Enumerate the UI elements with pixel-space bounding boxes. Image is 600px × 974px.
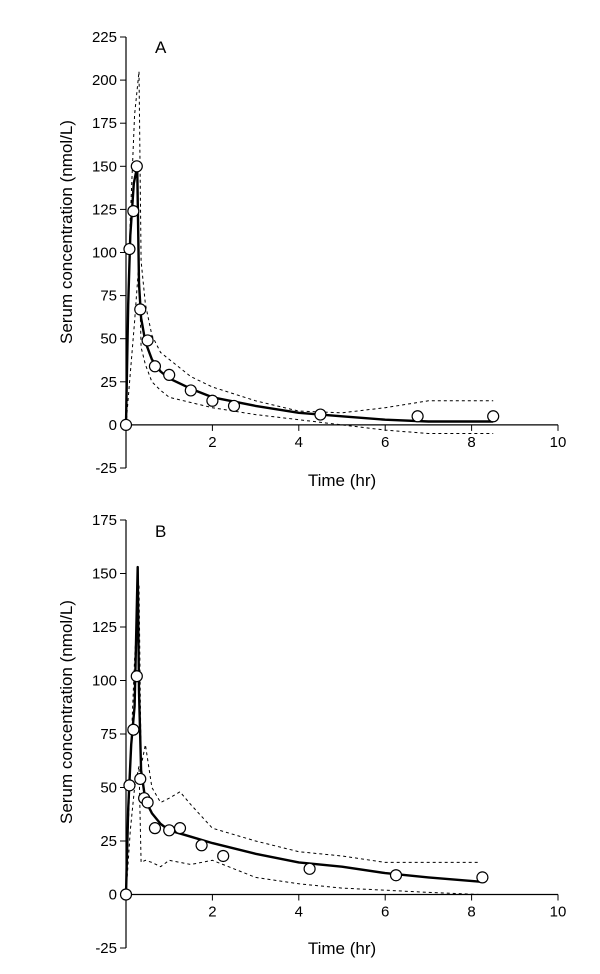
observed-point bbox=[206, 394, 219, 407]
x-tick-label: 6 bbox=[381, 434, 389, 451]
x-tick-label: 2 bbox=[208, 904, 216, 921]
observed-point bbox=[163, 368, 176, 382]
y-axis-title-group: Serum concentration (nmol/L) bbox=[57, 120, 76, 344]
panel-label: A bbox=[155, 38, 167, 57]
x-tick-label: 8 bbox=[467, 904, 475, 921]
y-tick-label: 225 bbox=[92, 29, 117, 46]
dashed-bound-line bbox=[125, 261, 494, 434]
y-tick-label: 0 bbox=[109, 417, 117, 434]
y-tick-label: 25 bbox=[100, 374, 117, 391]
observed-point bbox=[195, 839, 208, 852]
y-tick-label: 150 bbox=[92, 158, 117, 175]
y-tick-label: 175 bbox=[92, 512, 117, 529]
y-axis-title-group: Serum concentration (nmol/L) bbox=[57, 600, 76, 824]
observed-point bbox=[134, 303, 147, 316]
y-tick-label: 125 bbox=[92, 201, 117, 218]
dashed-bound-line bbox=[125, 584, 481, 895]
observed-point bbox=[184, 384, 197, 397]
y-axis-title: Serum concentration (nmol/L) bbox=[57, 600, 76, 824]
panel-b: B Serum concentration (nmol/L) Time (hr)… bbox=[57, 512, 566, 958]
observed-point bbox=[141, 796, 154, 809]
observed-point bbox=[487, 410, 500, 423]
observed-point bbox=[148, 822, 162, 835]
observed-point bbox=[163, 824, 176, 837]
observed-point bbox=[123, 779, 136, 792]
observed-point bbox=[314, 408, 327, 421]
observed-point bbox=[127, 723, 140, 736]
observed-point bbox=[173, 822, 187, 835]
observed-point bbox=[123, 242, 136, 256]
observed-point bbox=[127, 205, 140, 218]
x-tick-label: 2 bbox=[208, 434, 216, 451]
x-tick-label: 4 bbox=[295, 434, 303, 451]
dashed-bound-line bbox=[125, 71, 494, 425]
x-axis-title: Time (hr) bbox=[308, 471, 376, 490]
observed-point bbox=[411, 410, 424, 423]
observed-point bbox=[148, 360, 162, 373]
observed-point bbox=[217, 849, 230, 863]
y-tick-label: 175 bbox=[92, 115, 117, 132]
fitted-line bbox=[124, 165, 494, 425]
observed-point bbox=[389, 869, 403, 882]
y-axis-title: Serum concentration (nmol/L) bbox=[57, 120, 76, 344]
y-tick-label: 50 bbox=[100, 331, 117, 348]
y-tick-label: 50 bbox=[100, 780, 117, 797]
x-tick-label: 4 bbox=[295, 904, 303, 921]
x-tick-label: 10 bbox=[550, 904, 567, 921]
observed-point bbox=[134, 772, 147, 786]
x-tick-label: 10 bbox=[550, 434, 567, 451]
observed-point bbox=[227, 399, 241, 413]
observed-point bbox=[141, 334, 154, 347]
y-tick-label: 200 bbox=[92, 72, 117, 89]
x-tick-label: 8 bbox=[467, 434, 475, 451]
observed-point bbox=[303, 862, 316, 875]
x-axis-title: Time (hr) bbox=[308, 939, 376, 958]
y-tick-label: 100 bbox=[92, 673, 117, 690]
y-tick-label: 150 bbox=[92, 566, 117, 583]
y-tick-label: 75 bbox=[100, 288, 117, 305]
y-tick-label: 125 bbox=[92, 619, 117, 636]
y-tick-label: -25 bbox=[95, 940, 117, 957]
y-tick-label: 75 bbox=[100, 726, 117, 743]
observed-point bbox=[130, 160, 143, 173]
observed-point bbox=[119, 418, 133, 431]
y-tick-label: 100 bbox=[92, 245, 117, 262]
y-tick-label: 0 bbox=[109, 887, 117, 904]
panel-label: B bbox=[155, 522, 166, 541]
x-tick-label: 6 bbox=[381, 904, 389, 921]
observed-point bbox=[476, 871, 489, 884]
observed-point bbox=[130, 670, 143, 683]
observed-point bbox=[119, 888, 133, 901]
y-tick-label: -25 bbox=[95, 460, 117, 477]
y-tick-label: 25 bbox=[100, 833, 117, 850]
fitted-line bbox=[124, 565, 481, 895]
panel-a: A Serum concentration (nmol/L) Time (hr)… bbox=[57, 29, 566, 490]
